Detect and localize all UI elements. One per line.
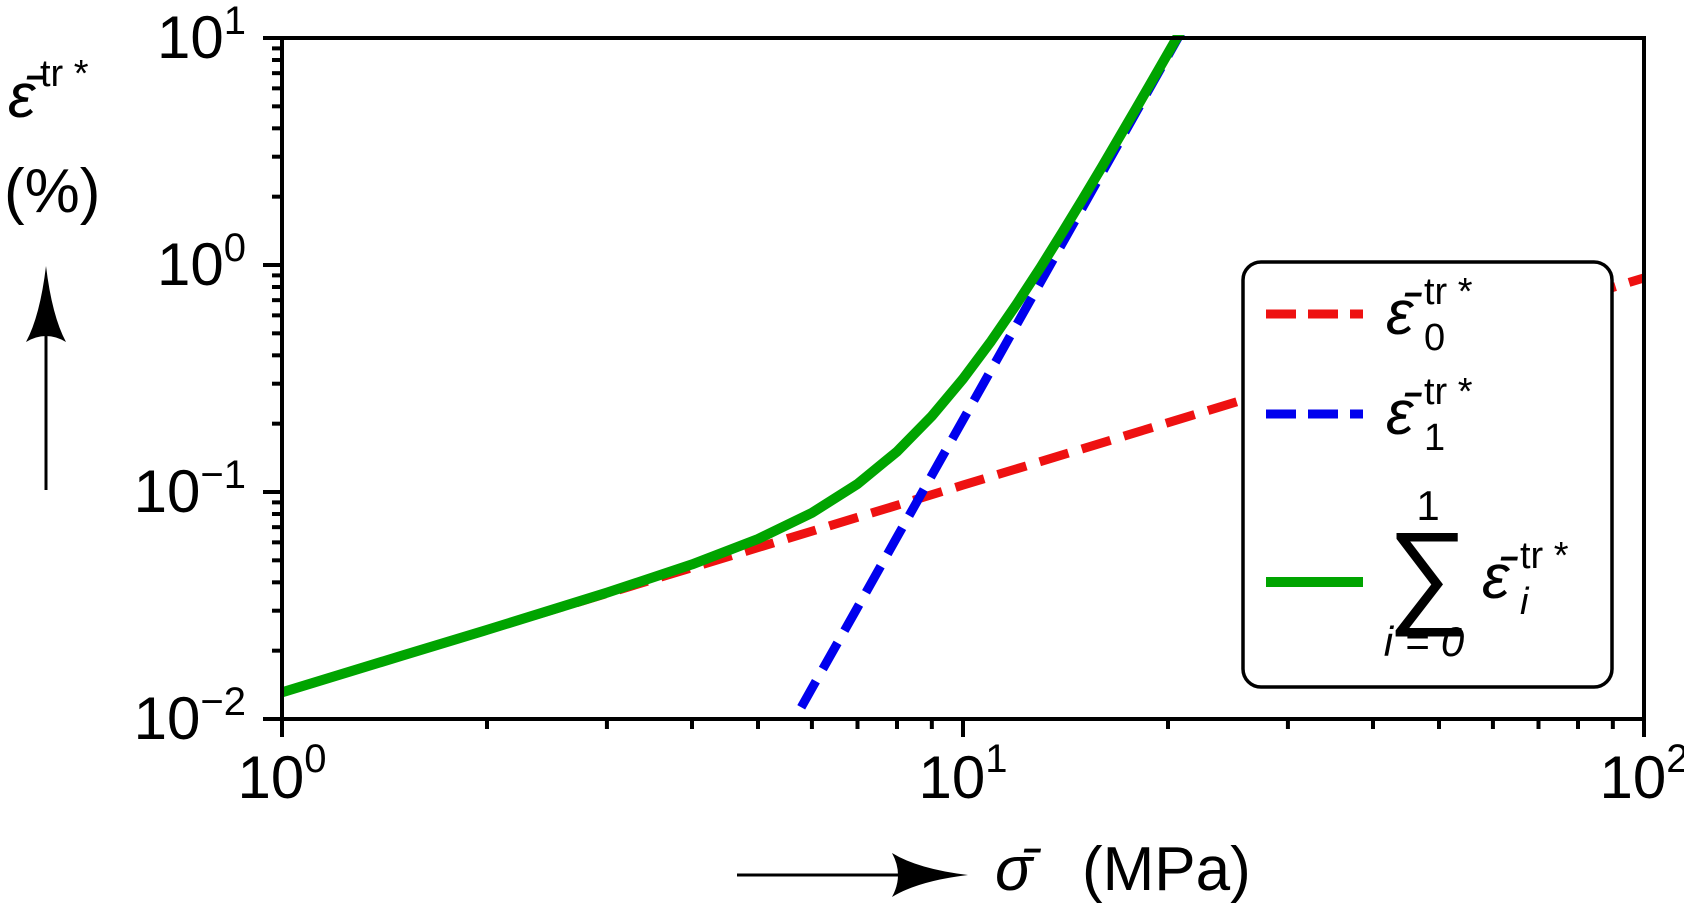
x-axis-arrow-icon	[737, 853, 968, 897]
x-tick-label: 101	[919, 737, 1008, 811]
legend-sum-lower-limit: i = 0	[1384, 618, 1465, 665]
legend-sum-upper-limit: 1	[1416, 482, 1439, 529]
x-axis-symbol: σ̄	[995, 835, 1041, 904]
x-axis-unit: (MPa)	[1082, 835, 1251, 904]
x-tick-label: 100	[238, 737, 327, 811]
y-tick-label: 10−1	[134, 453, 246, 525]
y-axis-arrow-icon	[26, 266, 66, 490]
y-tick-label: 10−2	[134, 680, 246, 752]
y-axis-title: ε̄ tr * (%)	[4, 53, 100, 490]
curve-2-solid	[282, 35, 1185, 698]
y-axis-unit: (%)	[4, 157, 100, 226]
x-axis-title: σ̄ (MPa)	[737, 835, 1251, 904]
plot-frame	[280, 36, 1646, 721]
y-tick-label: 101	[157, 0, 246, 71]
axis-ticks: 100 101 102 101 100 10−1 10−2	[134, 0, 1684, 811]
x-tick-label: 102	[1600, 737, 1684, 811]
y-axis-symbol: ε̄ tr *	[8, 53, 89, 131]
legend-sum-symbol: ∑	[1387, 509, 1469, 637]
legend: ε̄ tr * 0 ε̄ tr * 1 1 ∑ i = 0 ε̄ tr * i	[1241, 260, 1614, 689]
y-tick-label: 100	[157, 226, 246, 298]
